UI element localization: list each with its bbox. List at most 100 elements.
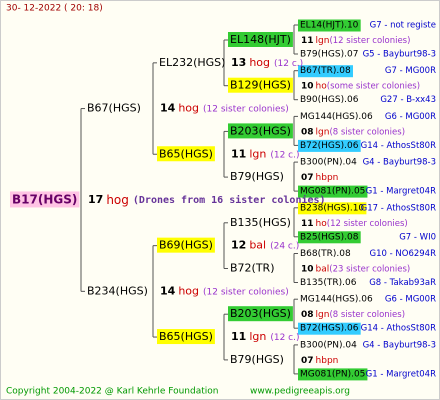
mating: 12 bal (24 c.) <box>231 239 299 252</box>
mating-race: lgn <box>249 330 266 343</box>
node-label: B79(HGS) <box>230 353 284 366</box>
mating-count: 07 <box>301 355 314 365</box>
mating-race: lgn <box>316 127 330 137</box>
mating-count: 14 <box>160 102 176 115</box>
highlight-box <box>298 139 361 152</box>
mating-race: hbpn <box>316 355 339 365</box>
highlight-box <box>157 146 215 162</box>
node-label: EL148(HJT) <box>230 33 291 46</box>
ancestor-info: G1 - Margret04R <box>366 187 436 197</box>
ancestor-label: B300(PN).04 <box>300 340 357 350</box>
ancestor-label: B238(HGS).10 <box>300 203 364 213</box>
ancestor-label: MG144(HGS).06 <box>300 295 373 305</box>
mating-count: 13 <box>231 56 246 69</box>
node-label: B203(HGS) <box>230 307 291 320</box>
mating: 11 lgn (12 c.) <box>231 330 299 343</box>
mating: 17 hog (Drones from 16 sister colonies) <box>88 192 326 206</box>
highlight-box <box>298 19 361 32</box>
ancestor-info: G7 - not registe <box>370 21 436 31</box>
mating-count: 17 <box>88 193 103 206</box>
node-label: B69(HGS) <box>159 239 213 252</box>
ancestor-label: EL14(HJT).10 <box>300 21 359 31</box>
mating-count: 14 <box>160 284 176 297</box>
mating: 14 hog (12 sister colonies) <box>160 284 289 297</box>
mating-note: (8 sister colonies) <box>329 127 405 137</box>
mating-note: (8 sister colonies) <box>329 310 405 320</box>
highlight-box <box>228 32 293 47</box>
ancestor-label: B300(PN).04 <box>300 158 357 168</box>
mating-note: (23 sister colonies) <box>329 264 410 274</box>
ancestor-label: B67(TR).08 <box>300 66 351 76</box>
ancestor-info: G8 - Takab93aR <box>369 278 436 288</box>
mating: 13 hog (12 c.) <box>231 56 303 69</box>
mating-race: ho <box>316 81 328 91</box>
mating-count: 11 <box>231 330 246 343</box>
ancestor-info: G7 - WI0 <box>399 232 436 242</box>
mating-race: hbpn <box>316 173 339 183</box>
highlight-box <box>228 77 293 93</box>
mating-count: 07 <box>301 173 314 183</box>
highlight-box <box>298 65 353 78</box>
mating: 11 ho(12 sister colonies) <box>301 218 408 228</box>
highlight-box <box>298 368 368 381</box>
mating: 14 hog (12 sister colonies) <box>160 102 289 115</box>
highlight-box <box>298 202 367 215</box>
mating-note: (12 sister colonies) <box>329 36 410 46</box>
highlight-box <box>298 185 368 198</box>
highlight-box <box>10 191 80 208</box>
node-label: B129(HGS) <box>230 79 291 92</box>
ancestor-label: B90(HGS).06 <box>300 95 359 105</box>
highlight-box <box>228 123 293 139</box>
mating-count: 08 <box>301 310 314 320</box>
mating-race: hog <box>249 56 270 69</box>
ancestor-info: G27 - B-xx43 <box>380 95 436 105</box>
mating-race: bal <box>249 239 266 252</box>
mating-race: lgn <box>316 310 330 320</box>
mating-count: 11 <box>231 147 246 160</box>
mating-count: 11 <box>301 218 314 228</box>
mating-note: (12 sister colonies) <box>327 218 408 228</box>
mating-race: hog <box>106 192 129 206</box>
mating-note: (12 sister colonies) <box>203 104 289 114</box>
mating-race: ho <box>316 218 328 228</box>
highlights <box>10 19 368 381</box>
ancestor-info: G14 - AthosSt80R <box>361 324 436 334</box>
ancestor-info: G10 - NO6294R <box>370 249 437 259</box>
mating-note: (12 c.) <box>274 58 303 68</box>
ancestor-info: G17 - AthosSt80R <box>361 203 436 213</box>
ancestor-label: B135(TR).06 <box>300 278 357 288</box>
ancestor-label: B72(HGS).06 <box>300 324 359 334</box>
mating-note: (Drones from 16 sister colonies) <box>133 194 326 206</box>
mating-count: 12 <box>231 239 246 252</box>
mating-race: bal <box>316 264 330 274</box>
date: 30- 12-2022 ( 20: 18) <box>6 4 103 14</box>
mating-count: 11 <box>301 36 314 46</box>
highlight-box <box>298 231 361 244</box>
mating: 07 hbpn <box>301 355 338 365</box>
node-label: B79(HGS) <box>230 170 284 183</box>
mating: 11 lgn(12 sister colonies) <box>301 36 410 46</box>
mating-note: (12 c.) <box>270 150 299 160</box>
ancestor-info: G5 - Bayburt98-3 <box>363 50 436 60</box>
copyright: Copyright 2004-2022 @ Karl Kehrle Founda… <box>6 387 218 397</box>
ancestor-info: G1 - Margret04R <box>366 369 436 379</box>
node-label: B203(HGS) <box>230 124 291 137</box>
ancestor-info: G14 - AthosSt80R <box>361 141 436 151</box>
mating-count: 10 <box>301 81 314 91</box>
mating: 10 ho(some sister colonies) <box>301 81 420 91</box>
node-label: B65(HGS) <box>159 147 213 160</box>
ancestor-label: MG081(PN).05 <box>300 187 365 197</box>
mating: 10 bal(23 sister colonies) <box>301 264 410 274</box>
node-label: B65(HGS) <box>159 330 213 343</box>
mating-note: (24 c.) <box>270 241 299 251</box>
highlight-box <box>157 237 215 253</box>
ancestor-label: B79(HGS).07 <box>300 50 358 60</box>
site: www.pedigreeapis.org <box>250 387 350 397</box>
ancestor-info: G6 - MG00R <box>385 295 436 305</box>
highlight-box <box>298 322 361 335</box>
node-label: B135(HGS) <box>230 216 291 229</box>
mating: 11 lgn (12 c.) <box>231 147 299 160</box>
ancestor-label: B25(HGS).08 <box>300 232 359 242</box>
mating-note: (some sister colonies) <box>327 81 420 91</box>
